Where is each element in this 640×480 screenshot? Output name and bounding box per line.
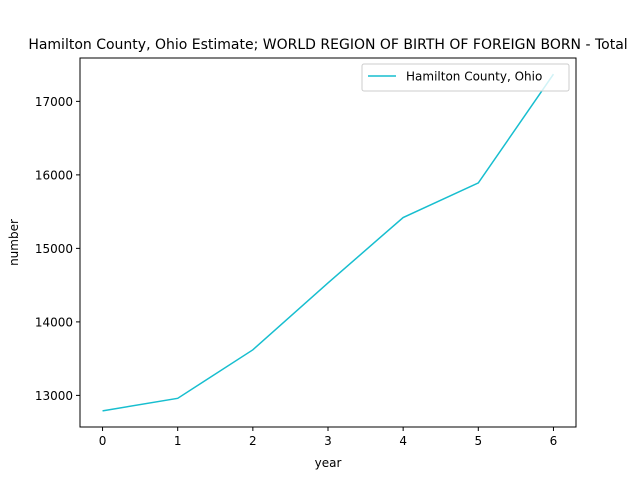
- y-tick-label: 13000: [35, 389, 73, 403]
- x-axis: 0 1 2 3 4 5 6: [99, 427, 558, 448]
- legend-label: Hamilton County, Ohio: [406, 70, 542, 84]
- x-tick-label: 6: [550, 434, 558, 448]
- y-axis-label: number: [7, 219, 21, 266]
- x-tick-label: 0: [99, 434, 107, 448]
- y-tick-label: 17000: [35, 95, 73, 109]
- plot-area: [102, 73, 555, 412]
- chart-title: Hamilton County, Ohio Estimate; WORLD RE…: [28, 37, 627, 53]
- series-line: [102, 73, 555, 412]
- x-tick-label: 3: [324, 434, 332, 448]
- y-axis: 13000 14000 15000 16000 17000: [35, 95, 80, 403]
- x-tick-label: 2: [249, 434, 257, 448]
- x-tick-label: 4: [399, 434, 407, 448]
- plot-frame: [79, 57, 577, 428]
- x-axis-label: year: [315, 456, 342, 470]
- y-tick-label: 14000: [35, 315, 73, 329]
- x-tick-label: 5: [474, 434, 482, 448]
- legend: Hamilton County, Ohio: [361, 63, 570, 92]
- y-tick-label: 15000: [35, 242, 73, 256]
- x-tick-label: 1: [174, 434, 182, 448]
- y-tick-label: 16000: [35, 168, 73, 182]
- legend-box: [361, 63, 570, 92]
